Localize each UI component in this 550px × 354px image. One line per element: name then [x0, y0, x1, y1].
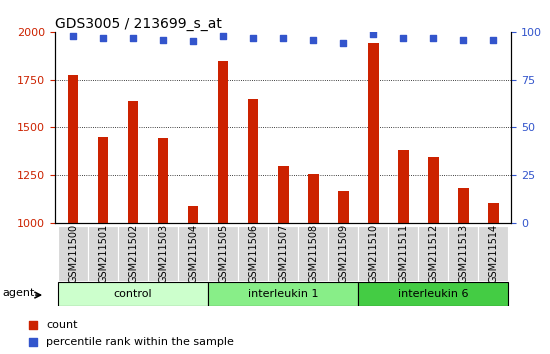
Bar: [68, 75, 78, 223]
Point: [159, 37, 168, 42]
Text: count: count: [46, 320, 78, 330]
Bar: [428, 157, 439, 223]
Text: GSM211509: GSM211509: [338, 224, 348, 283]
FancyBboxPatch shape: [208, 226, 238, 281]
Point: [29, 340, 38, 346]
FancyBboxPatch shape: [328, 226, 359, 281]
Bar: [218, 61, 228, 223]
Point: [339, 40, 348, 46]
Point: [249, 35, 257, 40]
Text: agent: agent: [3, 287, 35, 298]
Text: interleukin 1: interleukin 1: [248, 289, 318, 299]
Point: [279, 35, 288, 40]
Text: GSM211508: GSM211508: [309, 224, 318, 283]
FancyBboxPatch shape: [238, 226, 268, 281]
Point: [429, 35, 438, 40]
Point: [189, 39, 197, 44]
Bar: [458, 188, 469, 223]
Text: GSM211514: GSM211514: [488, 224, 498, 283]
Point: [129, 35, 138, 40]
Text: GSM211506: GSM211506: [248, 224, 258, 283]
Point: [219, 33, 228, 39]
Text: GSM211512: GSM211512: [428, 224, 438, 283]
Text: GSM211505: GSM211505: [218, 224, 228, 283]
Bar: [158, 138, 168, 223]
FancyBboxPatch shape: [58, 226, 88, 281]
FancyBboxPatch shape: [478, 226, 509, 281]
FancyBboxPatch shape: [388, 226, 419, 281]
Bar: [308, 174, 318, 223]
Text: GSM211513: GSM211513: [459, 224, 469, 283]
Text: interleukin 6: interleukin 6: [398, 289, 469, 299]
Point: [489, 37, 498, 42]
FancyBboxPatch shape: [118, 226, 148, 281]
Bar: [188, 206, 199, 223]
Text: GSM211507: GSM211507: [278, 224, 288, 283]
Text: GSM211501: GSM211501: [98, 224, 108, 283]
Text: GSM211503: GSM211503: [158, 224, 168, 283]
Point: [98, 35, 107, 40]
FancyBboxPatch shape: [58, 282, 208, 306]
Bar: [98, 137, 108, 223]
Point: [69, 33, 78, 39]
Point: [309, 37, 318, 42]
FancyBboxPatch shape: [178, 226, 208, 281]
Point: [369, 31, 378, 36]
Text: percentile rank within the sample: percentile rank within the sample: [46, 337, 234, 348]
Point: [29, 322, 38, 328]
FancyBboxPatch shape: [148, 226, 178, 281]
Text: GSM211510: GSM211510: [368, 224, 378, 283]
FancyBboxPatch shape: [419, 226, 448, 281]
FancyBboxPatch shape: [359, 282, 509, 306]
FancyBboxPatch shape: [268, 226, 298, 281]
Bar: [248, 99, 258, 223]
Text: GDS3005 / 213699_s_at: GDS3005 / 213699_s_at: [55, 17, 222, 31]
Bar: [128, 101, 139, 223]
FancyBboxPatch shape: [298, 226, 328, 281]
FancyBboxPatch shape: [208, 282, 359, 306]
Text: GSM211511: GSM211511: [398, 224, 409, 283]
FancyBboxPatch shape: [359, 226, 388, 281]
Point: [459, 37, 468, 42]
Bar: [278, 166, 289, 223]
Bar: [488, 203, 499, 223]
FancyBboxPatch shape: [448, 226, 478, 281]
Text: GSM211500: GSM211500: [68, 224, 78, 283]
FancyBboxPatch shape: [88, 226, 118, 281]
Bar: [368, 43, 378, 223]
Text: GSM211502: GSM211502: [128, 224, 138, 283]
Point: [399, 35, 408, 40]
Bar: [398, 150, 409, 223]
Bar: [338, 192, 349, 223]
Text: control: control: [114, 289, 152, 299]
Text: GSM211504: GSM211504: [188, 224, 198, 283]
